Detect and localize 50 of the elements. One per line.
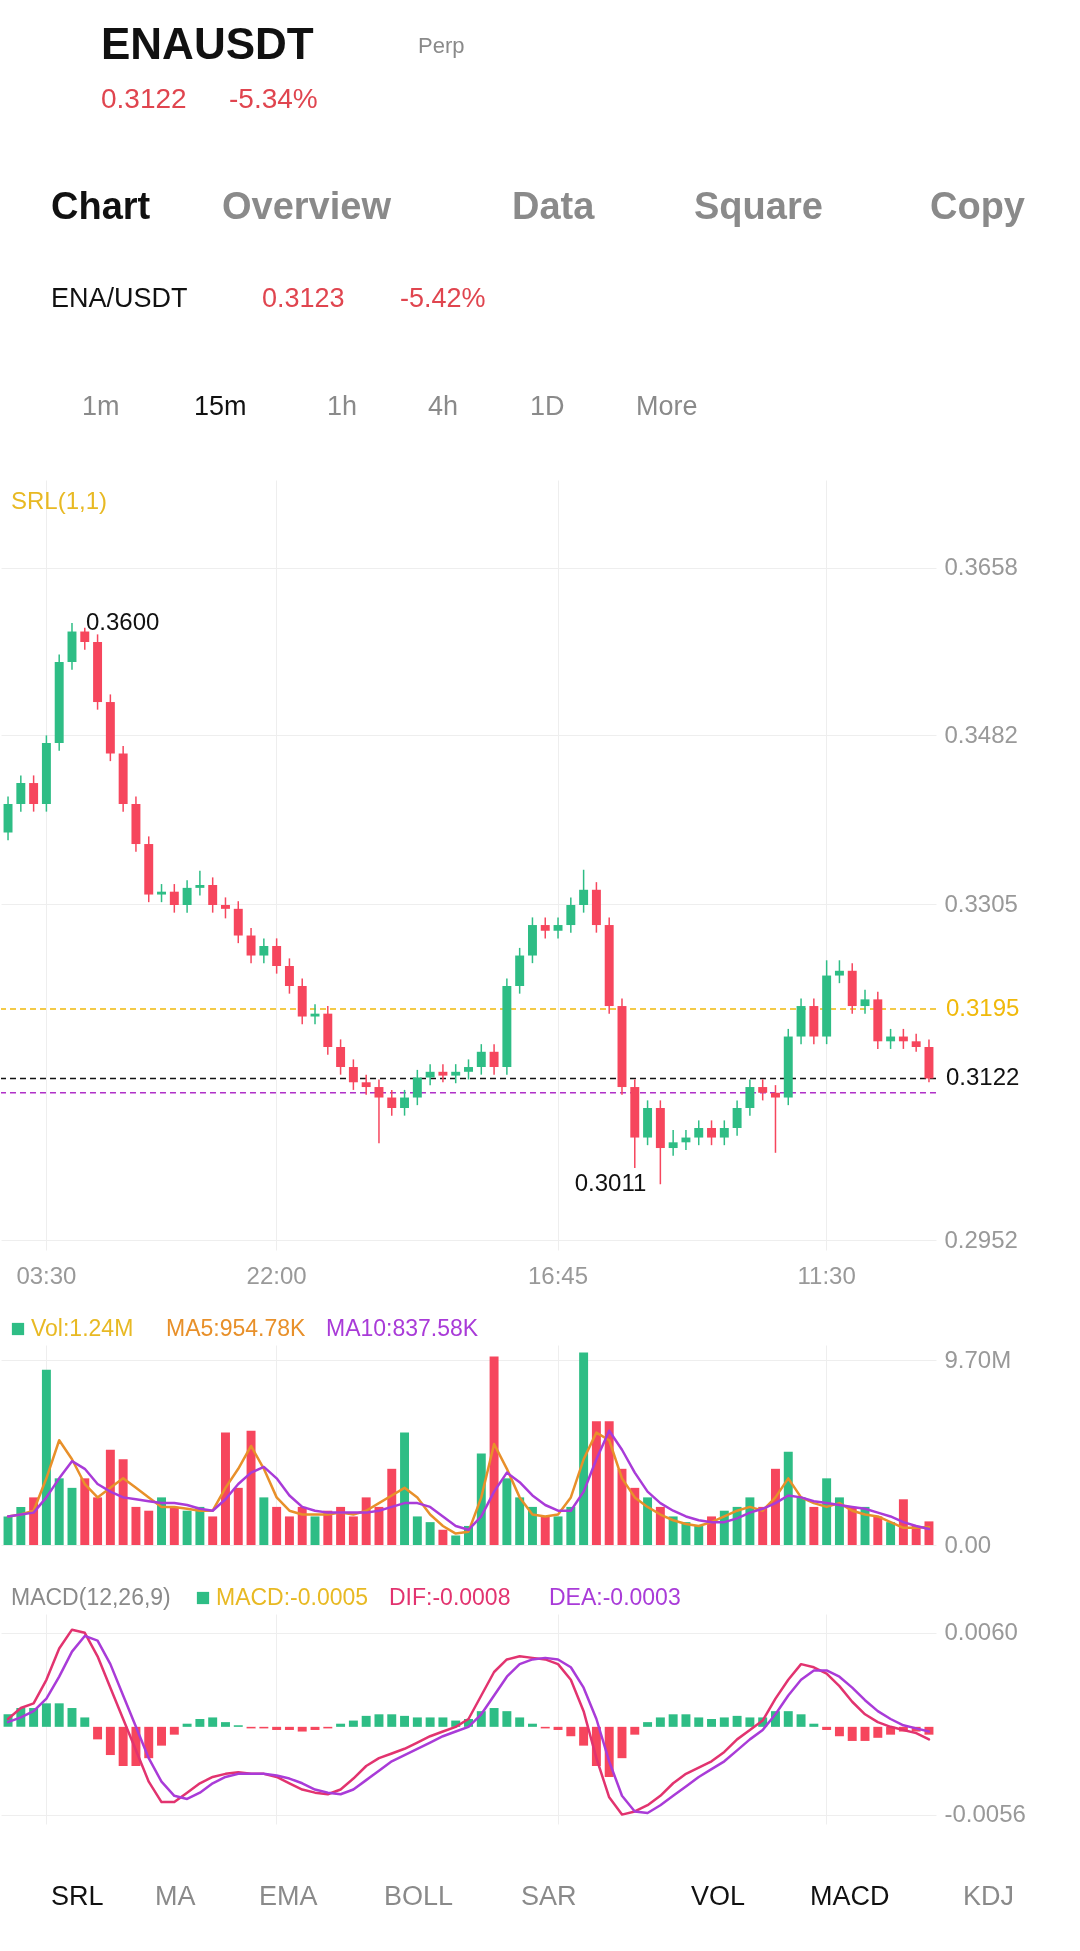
text: BOLL xyxy=(384,1881,454,1911)
text: ENA/USDT xyxy=(51,283,188,313)
text: EMA xyxy=(259,1881,318,1911)
text: Overview xyxy=(222,185,392,227)
text: More xyxy=(636,391,698,421)
legend-label: MACD:-0.0005 xyxy=(216,1584,369,1610)
text: MA10:837.58K xyxy=(326,1315,479,1341)
y-tick-label: 0.0060 xyxy=(944,1618,1018,1646)
text: ENAUSDT xyxy=(101,19,314,68)
text: 1D xyxy=(530,391,565,421)
x-tick-label: 22:00 xyxy=(246,1261,307,1289)
text: Copy xyxy=(930,185,1025,227)
text: MACD xyxy=(810,1881,890,1911)
ref-line-label: 0.3195 xyxy=(946,993,1020,1021)
text: DIF:-0.0008 xyxy=(389,1584,511,1610)
text: Data xyxy=(512,185,596,227)
text: SAR xyxy=(521,1881,577,1911)
y-tick-label: 0.3658 xyxy=(944,553,1018,581)
text: SRL xyxy=(51,1881,104,1911)
text: -5.42% xyxy=(400,283,486,313)
text: 1m xyxy=(82,391,120,421)
chart-title: MACD(12,26,9) xyxy=(11,1584,171,1610)
text: 1h xyxy=(327,391,358,421)
text: 0.3122 xyxy=(101,83,187,114)
y-tick-label: 0.3305 xyxy=(944,889,1018,917)
ref-line-label: 0.3122 xyxy=(946,1063,1020,1091)
y-tick-label: -0.0056 xyxy=(944,1800,1026,1828)
x-tick-label: 11:30 xyxy=(797,1261,856,1289)
text: VOL xyxy=(691,1881,746,1911)
text: Chart xyxy=(51,185,151,227)
text: -5.34% xyxy=(229,83,318,114)
legend-label: Vol:1.24M xyxy=(31,1315,134,1341)
y-tick-label: 9.70M xyxy=(944,1345,1012,1373)
y-tick-label: 0.00 xyxy=(944,1530,992,1558)
annotation: SRL(1,1) xyxy=(11,487,108,514)
text: 15m xyxy=(194,391,247,421)
y-tick-label: 0.3482 xyxy=(944,720,1018,748)
annotation: 0.3600 xyxy=(85,607,160,635)
annotation: 0.3011 xyxy=(574,1169,647,1197)
text: Perp xyxy=(418,33,465,58)
x-tick-label: 16:45 xyxy=(528,1261,589,1289)
text: MA xyxy=(155,1881,196,1911)
text: KDJ xyxy=(963,1881,1015,1911)
text: MA5:954.78K xyxy=(166,1315,307,1341)
y-tick-label: 0.2952 xyxy=(944,1225,1018,1253)
text: Square xyxy=(694,185,823,227)
text: DEA:-0.0003 xyxy=(549,1584,681,1610)
text: 0.3123 xyxy=(262,283,345,313)
text: 4h xyxy=(428,391,459,421)
x-tick-label: 03:30 xyxy=(16,1261,77,1289)
